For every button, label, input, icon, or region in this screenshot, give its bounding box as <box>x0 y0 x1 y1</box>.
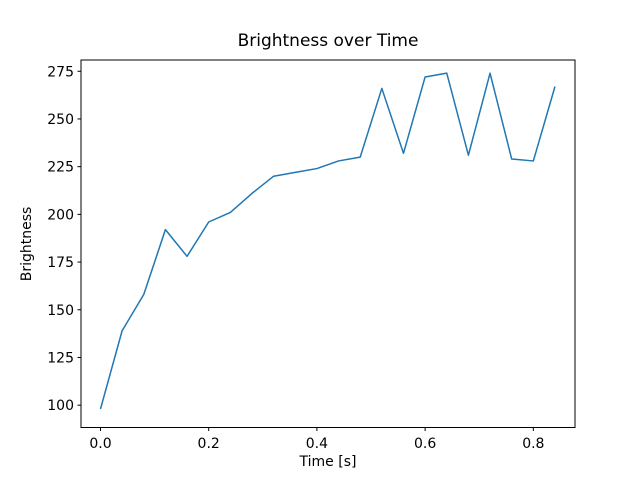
x-tick-label: 0.6 <box>414 436 436 452</box>
x-tick-label: 0.8 <box>522 436 544 452</box>
x-tick-label: 0.4 <box>306 436 328 452</box>
y-tick-label: 225 <box>47 160 74 176</box>
y-tick-label: 250 <box>47 112 74 128</box>
y-tick-label: 150 <box>47 303 74 319</box>
brightness-line <box>99 72 556 410</box>
y-tick-label: 275 <box>47 64 74 80</box>
y-axis-label: Brightness <box>19 207 35 282</box>
x-tick-label: 0.0 <box>89 436 111 452</box>
chart-title: Brightness over Time <box>238 31 419 51</box>
y-tick-label: 100 <box>47 398 74 414</box>
y-tick-label: 175 <box>47 255 74 271</box>
x-axis: 0.0 0.2 0.4 0.6 0.8 <box>89 427 544 452</box>
plot-area-frame <box>80 59 576 428</box>
x-axis-label: Time [s] <box>299 454 357 470</box>
y-axis: 100 125 150 175 200 225 250 275 <box>47 64 81 414</box>
y-tick-label: 125 <box>47 350 74 366</box>
x-tick-label: 0.2 <box>198 436 220 452</box>
data-series <box>99 72 556 410</box>
y-tick-label: 200 <box>47 207 74 223</box>
